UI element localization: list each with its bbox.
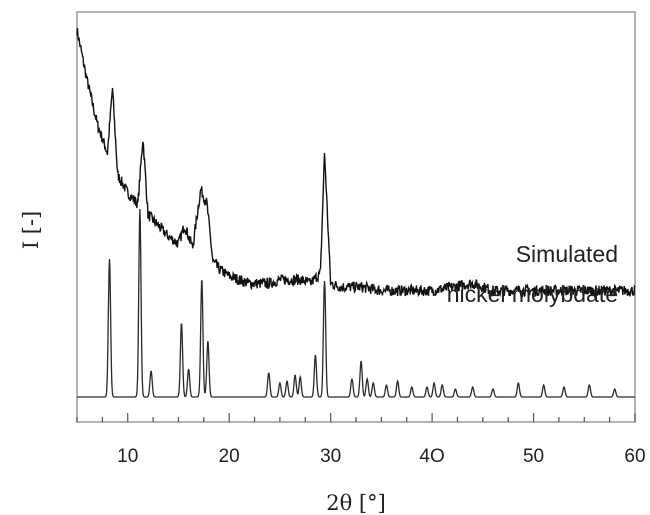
x-tick-label: 4O xyxy=(419,446,444,467)
x-tick-label: 50 xyxy=(523,446,544,467)
series-measured-pattern xyxy=(76,27,636,299)
annotation-nickel-molybdate: nickel molybdate xyxy=(447,281,618,307)
x-tick-label: 30 xyxy=(320,446,341,467)
x-tick-label: 10 xyxy=(117,446,138,467)
annotation-simulated: Simulated xyxy=(516,241,618,267)
x-axis-ticks xyxy=(76,413,636,422)
x-tick-label: 60 xyxy=(624,446,645,467)
x-axis-title: 2θ [°] xyxy=(326,491,386,515)
x-tick-label: 20 xyxy=(219,446,240,467)
series-simulated-pattern xyxy=(77,208,635,398)
x-axis-tick-labels: 10 20 30 4O 50 60 xyxy=(117,446,645,467)
y-axis-title: I [-] xyxy=(19,211,43,249)
plot-frame xyxy=(76,11,636,423)
